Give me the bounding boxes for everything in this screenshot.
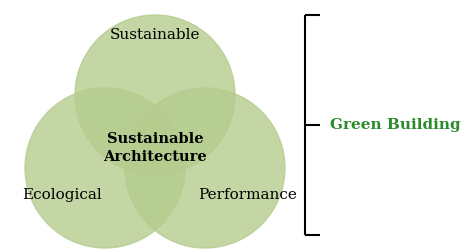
Text: Sustainable
Architecture: Sustainable Architecture — [103, 132, 207, 164]
Circle shape — [125, 88, 285, 248]
Circle shape — [25, 88, 185, 248]
Text: Sustainable: Sustainable — [110, 28, 200, 42]
Text: Green Building: Green Building — [330, 118, 461, 132]
Circle shape — [75, 15, 235, 175]
Text: Ecological: Ecological — [22, 188, 102, 202]
Text: Performance: Performance — [199, 188, 298, 202]
